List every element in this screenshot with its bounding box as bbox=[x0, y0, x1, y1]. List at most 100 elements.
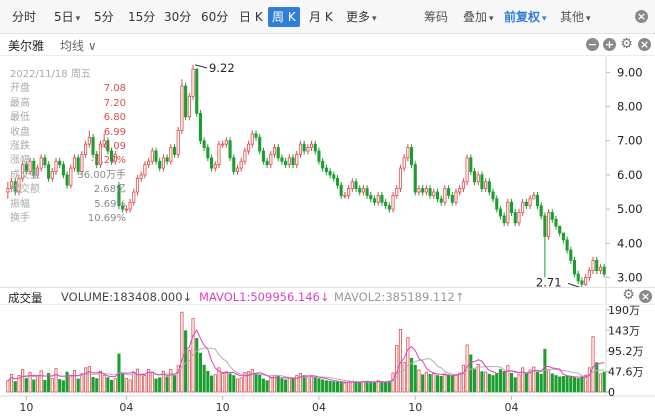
candle-body bbox=[6, 188, 10, 193]
candle-body bbox=[424, 188, 428, 193]
candle-body bbox=[521, 201, 525, 213]
candle-body bbox=[324, 167, 328, 172]
volume-gear-icon[interactable]: ⚙ bbox=[622, 287, 635, 303]
volume-bar bbox=[380, 381, 384, 393]
candle-body bbox=[502, 215, 506, 224]
zoom-in-icon[interactable]: + bbox=[603, 38, 616, 51]
tab-6[interactable]: 日 K bbox=[235, 7, 267, 27]
tab-0[interactable]: 分时 bbox=[8, 7, 40, 27]
volume-bar bbox=[395, 344, 399, 393]
stock-name: 美尔雅 bbox=[8, 39, 45, 53]
info-label: 涨幅 bbox=[10, 155, 30, 167]
tab-2[interactable]: 5分 bbox=[90, 7, 118, 27]
candle-body bbox=[461, 181, 465, 189]
tab-7[interactable]: 周 K bbox=[268, 7, 300, 27]
volume-bar bbox=[484, 371, 488, 393]
gear-icon[interactable]: ⚙ bbox=[620, 36, 633, 52]
candle-body bbox=[376, 195, 380, 203]
x-tick-label: 10 bbox=[408, 401, 422, 414]
volume-bar bbox=[198, 352, 202, 393]
candle-body bbox=[498, 208, 502, 217]
candle-body bbox=[561, 232, 565, 241]
tab-9[interactable]: 更多 ▾ bbox=[342, 7, 381, 27]
volume-bar bbox=[254, 373, 258, 393]
volume-bar bbox=[439, 376, 443, 393]
volume-bar bbox=[298, 373, 302, 393]
candle-body bbox=[191, 68, 195, 97]
candle-body bbox=[454, 191, 458, 203]
tool-label: 其他 bbox=[560, 10, 585, 24]
tab-5[interactable]: 60分 bbox=[197, 7, 232, 27]
volume-bar bbox=[206, 370, 210, 393]
price-tick-label: 8.00 bbox=[617, 100, 643, 114]
ma-selector[interactable]: 均线 ∨ bbox=[60, 39, 97, 53]
candle-body bbox=[510, 201, 514, 213]
volume-bar bbox=[495, 373, 499, 393]
volume-bar bbox=[287, 377, 291, 393]
tab-1[interactable]: 5日 ▾ bbox=[50, 7, 84, 27]
tab-4[interactable]: 30分 bbox=[160, 7, 195, 27]
candle-body bbox=[602, 266, 606, 275]
tool-2[interactable]: 前复权 ▾ bbox=[500, 7, 551, 27]
volume-bar bbox=[417, 369, 421, 393]
volume-bar bbox=[310, 376, 314, 393]
mavol1-line bbox=[7, 329, 605, 383]
volume-bar bbox=[410, 357, 414, 393]
close-icon[interactable]: × bbox=[635, 10, 648, 23]
candle-body bbox=[91, 136, 95, 155]
volume-bar bbox=[354, 381, 358, 393]
candle-body bbox=[543, 215, 547, 237]
candle-body bbox=[150, 150, 154, 162]
volume-bar bbox=[572, 377, 577, 393]
candle-body bbox=[395, 188, 399, 196]
candle-body bbox=[550, 212, 554, 220]
candle-body bbox=[547, 212, 551, 237]
tool-1[interactable]: 叠加 ▾ bbox=[459, 7, 498, 27]
volume-tick-label: 143万 bbox=[608, 324, 640, 337]
candle-body bbox=[380, 195, 384, 203]
volume-bar bbox=[343, 382, 347, 393]
volume-bar bbox=[391, 372, 395, 393]
candle-body bbox=[143, 164, 147, 176]
candle-body bbox=[310, 143, 314, 148]
tool-3[interactable]: 其他 ▾ bbox=[556, 7, 595, 27]
volume-bar bbox=[402, 361, 406, 393]
volume-bar bbox=[532, 366, 536, 393]
tab-8[interactable]: 月 K bbox=[305, 7, 337, 27]
candle-body bbox=[302, 143, 306, 152]
candle-body bbox=[398, 167, 402, 189]
info-value: -1.27% bbox=[90, 155, 126, 167]
candle-body bbox=[421, 188, 425, 193]
candle-body bbox=[206, 147, 210, 159]
tab-3[interactable]: 15分 bbox=[124, 7, 159, 27]
candle-body bbox=[10, 181, 14, 189]
stock-header: 美尔雅 均线 ∨ − + ⚙ × bbox=[0, 34, 655, 56]
volume-bar bbox=[180, 311, 184, 393]
x-tick-label: 10 bbox=[216, 401, 230, 414]
volume-bar bbox=[291, 377, 295, 393]
candle-body bbox=[528, 198, 532, 207]
volume-bar bbox=[261, 378, 265, 393]
candle-body bbox=[135, 177, 140, 193]
volume-close-icon[interactable]: × bbox=[639, 290, 652, 303]
tool-0[interactable]: 筹码 bbox=[420, 7, 452, 27]
candle-body bbox=[402, 157, 406, 169]
close-icon[interactable]: × bbox=[638, 38, 651, 51]
info-date: 2022/11/18 周五 bbox=[10, 69, 91, 80]
volume-bar bbox=[135, 368, 140, 393]
candle-body bbox=[254, 133, 258, 138]
candle-body bbox=[354, 181, 358, 189]
candle-body bbox=[361, 188, 365, 193]
price-tick-label: 6.00 bbox=[617, 168, 643, 182]
candle-body bbox=[506, 201, 510, 224]
candle-body bbox=[391, 195, 395, 210]
info-row: 开盘 7.08 bbox=[10, 82, 126, 96]
volume-bar bbox=[372, 382, 377, 393]
volume-bar bbox=[361, 381, 365, 393]
volume-bar bbox=[550, 373, 554, 393]
volume-bar bbox=[350, 380, 354, 393]
zoom-out-icon[interactable]: − bbox=[586, 38, 599, 51]
info-label: 成交额 bbox=[10, 184, 40, 196]
volume-bar bbox=[72, 370, 77, 393]
volume-bar bbox=[561, 376, 565, 393]
